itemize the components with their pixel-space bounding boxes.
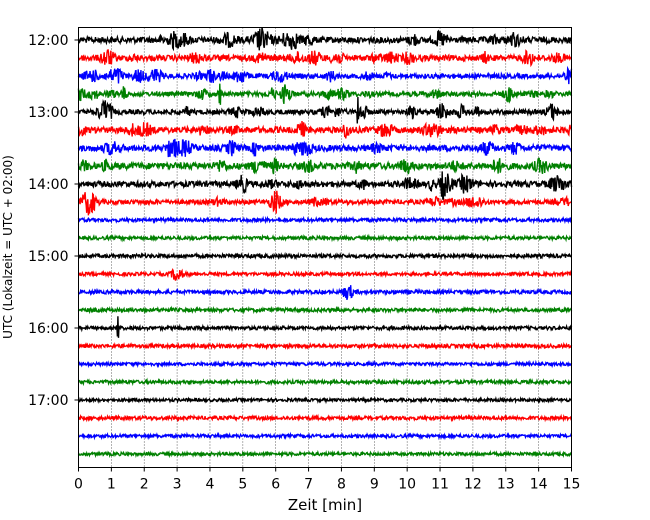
y-tick-label: 17:00 [28, 393, 68, 409]
minute-gridlines [111, 27, 539, 468]
trace-16:30 [77, 359, 573, 369]
trace-14:15 [78, 190, 573, 216]
x-tick-label: 2 [140, 477, 149, 493]
trace-15:00 [77, 251, 573, 261]
trace-15:30 [77, 285, 572, 300]
x-tick-label: 15 [563, 477, 581, 493]
x-tick-label: 4 [206, 477, 215, 493]
plot-frame [78, 27, 572, 468]
x-tick-label: 9 [370, 477, 379, 493]
trace-16:45 [77, 377, 572, 387]
y-tick-label: 12:00 [28, 33, 68, 49]
trace-12:00 [77, 27, 573, 52]
trace-14:30 [77, 215, 573, 225]
y-axis-ticks: 12:00 13:00 14:00 15:00 16:00 17:00 [28, 33, 79, 409]
trace-15:15 [77, 268, 573, 281]
y-tick-label: 13:00 [28, 105, 68, 121]
x-tick-label: 14 [530, 477, 548, 493]
x-tick-label: 11 [431, 477, 449, 493]
trace-13:15 [77, 120, 573, 139]
x-tick-label: 5 [238, 477, 247, 493]
x-axis-ticks: 0 1 2 3 4 5 6 7 8 9 10 11 12 13 14 15 [74, 467, 581, 493]
x-tick-label: 1 [107, 477, 116, 493]
y-axis-label: UTC (Lokalzeit = UTC + 02:00) [1, 155, 15, 339]
trace-17:30 [77, 431, 573, 441]
x-tick-label: 10 [398, 477, 416, 493]
x-tick-label: 0 [74, 477, 83, 493]
seismic-traces [77, 27, 573, 459]
x-tick-label: 3 [173, 477, 182, 493]
y-tick-label: 16:00 [28, 321, 68, 337]
x-axis-label: Zeit [min] [288, 496, 362, 514]
trace-17:45 [77, 449, 573, 459]
x-tick-label: 12 [464, 477, 482, 493]
trace-16:00 [77, 316, 573, 338]
trace-13:45 [77, 157, 573, 175]
trace-17:15 [77, 413, 572, 423]
trace-12:45 [77, 83, 573, 105]
y-tick-label: 15:00 [28, 249, 68, 265]
x-tick-label: 7 [304, 477, 313, 493]
x-tick-label: 13 [497, 477, 515, 493]
trace-13:00 [77, 96, 572, 124]
trace-12:30 [77, 65, 573, 85]
trace-15:45 [77, 305, 573, 315]
trace-14:45 [77, 233, 573, 243]
trace-14:00 [77, 171, 573, 201]
trace-16:15 [77, 341, 573, 351]
x-tick-label: 8 [337, 477, 346, 493]
trace-12:15 [77, 49, 573, 68]
trace-17:00 [77, 395, 573, 405]
y-tick-label: 14:00 [28, 177, 68, 193]
x-tick-label: 6 [271, 477, 280, 493]
trace-13:30 [77, 138, 573, 158]
